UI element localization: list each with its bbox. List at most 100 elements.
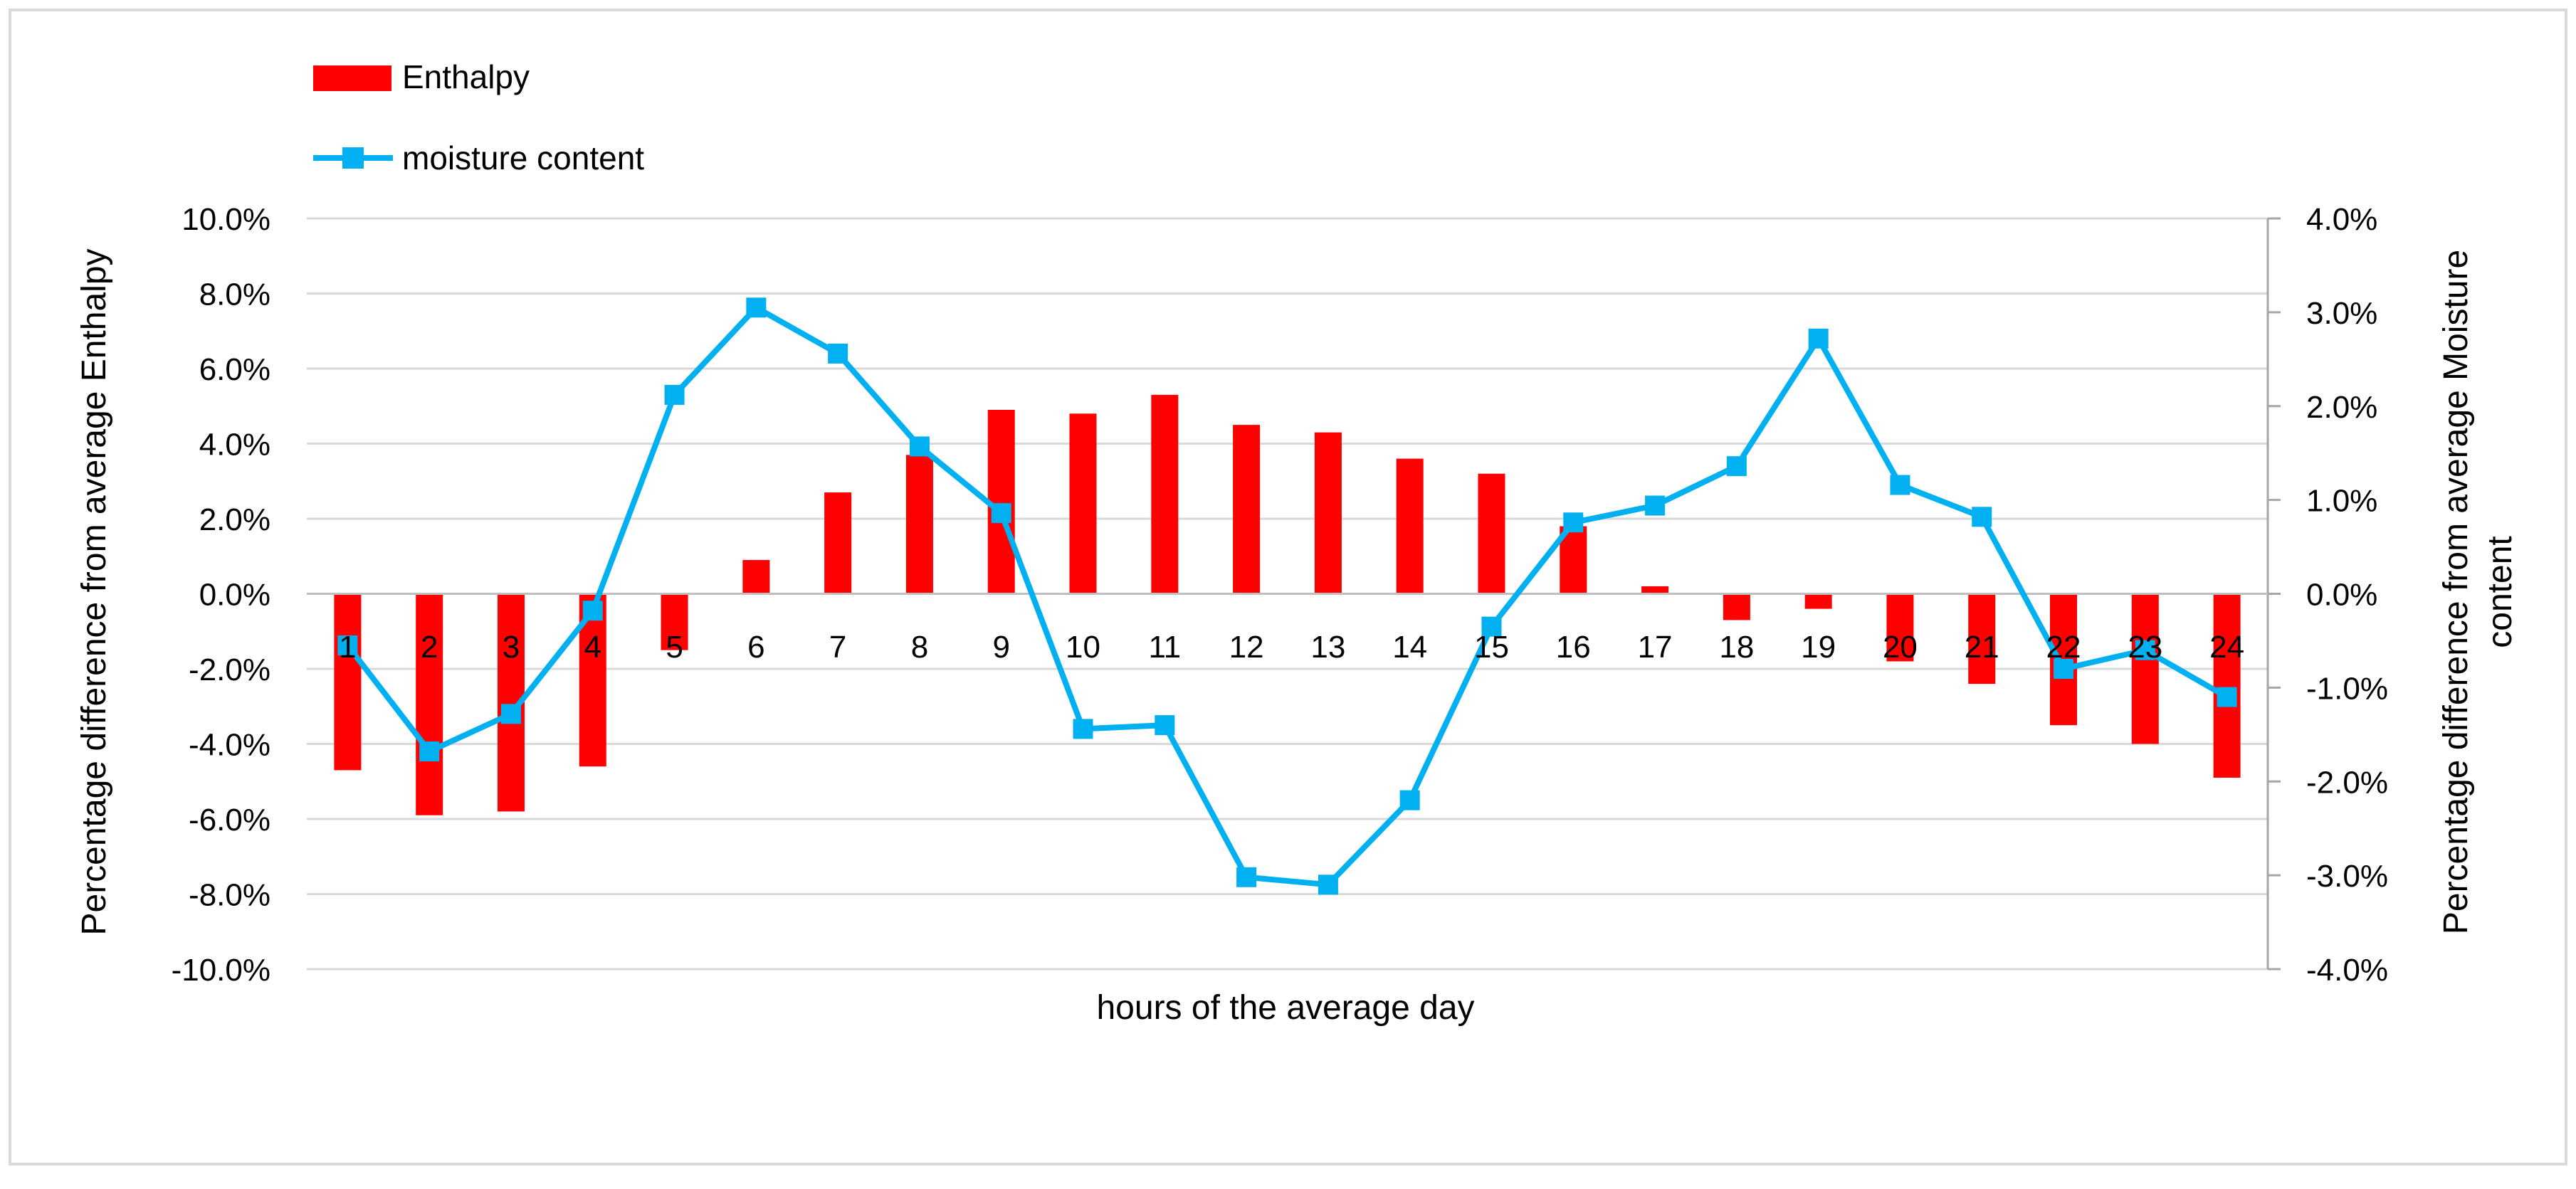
enthalpy-bar-18 xyxy=(1723,593,1750,620)
moisture-point-18 xyxy=(1726,456,1747,477)
x-axis-title: hours of the average day xyxy=(1096,989,1474,1027)
moisture-point-10 xyxy=(1073,719,1093,739)
moisture-point-13 xyxy=(1318,874,1338,895)
moisture-point-11 xyxy=(1155,715,1175,736)
enthalpy-bar-23 xyxy=(2131,593,2159,744)
x-tick-label-23: 23 xyxy=(2128,630,2162,665)
moisture-point-19 xyxy=(1808,328,1829,349)
enthalpy-bar-13 xyxy=(1314,432,1342,594)
moisture-point-9 xyxy=(991,503,1011,524)
y-right-tick-label: -2.0% xyxy=(2306,765,2388,800)
y-left-tick-label: -8.0% xyxy=(189,878,270,913)
enthalpy-bar-21 xyxy=(1968,593,1996,685)
x-tick-label-2: 2 xyxy=(421,630,438,665)
enthalpy-bar-10 xyxy=(1069,413,1097,594)
enthalpy-bar-5 xyxy=(661,593,688,650)
legend-label-moisture: moisture content xyxy=(402,139,644,176)
y-right-tick-label: 3.0% xyxy=(2306,296,2377,331)
x-tick-label-10: 10 xyxy=(1066,630,1100,665)
x-tick-label-19: 19 xyxy=(1801,630,1836,665)
x-tick-label-17: 17 xyxy=(1638,630,1673,665)
y-right-axis-title-line2: content xyxy=(2481,536,2519,648)
y-right-tick-label: -3.0% xyxy=(2306,859,2388,894)
x-tick-label-8: 8 xyxy=(911,630,928,665)
enthalpy-bar-24 xyxy=(2213,593,2241,778)
moisture-point-22 xyxy=(2054,659,2074,679)
moisture-point-3 xyxy=(500,704,521,724)
enthalpy-bar-8 xyxy=(905,455,933,594)
moisture-point-20 xyxy=(1890,475,1910,495)
moisture-point-12 xyxy=(1236,867,1257,887)
y-left-tick-label: 10.0% xyxy=(182,202,270,237)
y-right-tick-label: -4.0% xyxy=(2306,953,2388,988)
enthalpy-bar-12 xyxy=(1233,425,1261,594)
legend-swatch-enthalpy xyxy=(313,65,391,91)
x-tick-label-15: 15 xyxy=(1474,630,1509,665)
x-tick-label-5: 5 xyxy=(666,630,683,665)
moisture-content-line xyxy=(345,305,2229,888)
y-left-tick-label: 2.0% xyxy=(199,502,270,537)
y-left-tick-label: -2.0% xyxy=(189,652,270,687)
chart-border xyxy=(9,9,2567,1166)
moisture-point-4 xyxy=(582,601,603,621)
moisture-point-6 xyxy=(746,297,767,318)
enthalpy-bar-20 xyxy=(1886,593,1914,662)
y-left-axis-title: Percentage difference from average Entha… xyxy=(75,248,113,935)
y-left-tick-label: 0.0% xyxy=(199,578,270,613)
enthalpy-bar-1 xyxy=(334,593,362,771)
y-left-tick-label: -6.0% xyxy=(189,803,270,837)
legend: Enthalpy moisture content xyxy=(313,58,644,176)
moisture-point-15 xyxy=(1481,616,1502,637)
x-tick-label-16: 16 xyxy=(1556,630,1591,665)
x-tick-label-4: 4 xyxy=(584,630,601,665)
legend-label-enthalpy: Enthalpy xyxy=(402,58,530,95)
moisture-point-14 xyxy=(1399,790,1420,810)
y-right-tick-label: 2.0% xyxy=(2306,390,2377,425)
moisture-point-16 xyxy=(1563,512,1584,533)
y-left-tick-label: 8.0% xyxy=(199,278,270,312)
moisture-point-24 xyxy=(2217,687,2237,707)
enthalpy-bar-19 xyxy=(1804,593,1832,609)
enthalpy-bar-9 xyxy=(987,410,1015,594)
x-tick-label-13: 13 xyxy=(1310,630,1345,665)
axes xyxy=(307,217,2281,971)
moisture-point-5 xyxy=(664,384,685,405)
x-tick-label-21: 21 xyxy=(1965,630,1999,665)
moisture-point-8 xyxy=(909,436,930,457)
x-tick-label-11: 11 xyxy=(1148,630,1181,665)
enthalpy-bar-17 xyxy=(1641,586,1669,594)
enthalpy-bar-7 xyxy=(824,492,852,594)
x-tick-label-9: 9 xyxy=(992,630,1009,665)
moisture-point-21 xyxy=(1972,507,1992,527)
x-tick-label-12: 12 xyxy=(1229,630,1264,665)
y-left-tick-label: 4.0% xyxy=(199,428,270,463)
enthalpy-bar-2 xyxy=(416,593,443,815)
moisture-line xyxy=(337,297,2237,895)
legend-swatch-moisture-marker xyxy=(342,147,364,169)
x-tick-label-6: 6 xyxy=(747,630,764,665)
moisture-point-23 xyxy=(2135,640,2155,660)
x-tick-label-3: 3 xyxy=(503,630,520,665)
x-tick-label-22: 22 xyxy=(2046,630,2081,665)
moisture-point-7 xyxy=(828,343,848,364)
y-right-axis-title-line1: Percentage difference from average Moist… xyxy=(2437,250,2475,934)
y-right-tick-label: -1.0% xyxy=(2306,671,2388,706)
x-tick-label-24: 24 xyxy=(2209,630,2244,665)
moisture-point-1 xyxy=(337,635,358,656)
x-tick-label-7: 7 xyxy=(829,630,846,665)
x-tick-label-1: 1 xyxy=(339,630,356,665)
enthalpy-bar-14 xyxy=(1396,458,1424,594)
y-right-tick-label: 4.0% xyxy=(2306,202,2377,237)
x-tick-label-20: 20 xyxy=(1883,630,1918,665)
y-left-tick-label: 6.0% xyxy=(199,352,270,387)
x-tick-label-18: 18 xyxy=(1719,630,1754,665)
axis-labels: 10.0%8.0%6.0%4.0%2.0%0.0%-2.0%-4.0%-6.0%… xyxy=(172,202,2388,988)
y-right-tick-label: 0.0% xyxy=(2306,578,2377,613)
x-tick-label-14: 14 xyxy=(1392,630,1427,665)
moisture-point-17 xyxy=(1645,495,1666,516)
y-left-tick-label: -4.0% xyxy=(189,728,270,763)
enthalpy-bar-15 xyxy=(1478,473,1505,594)
moisture-point-2 xyxy=(419,741,440,762)
